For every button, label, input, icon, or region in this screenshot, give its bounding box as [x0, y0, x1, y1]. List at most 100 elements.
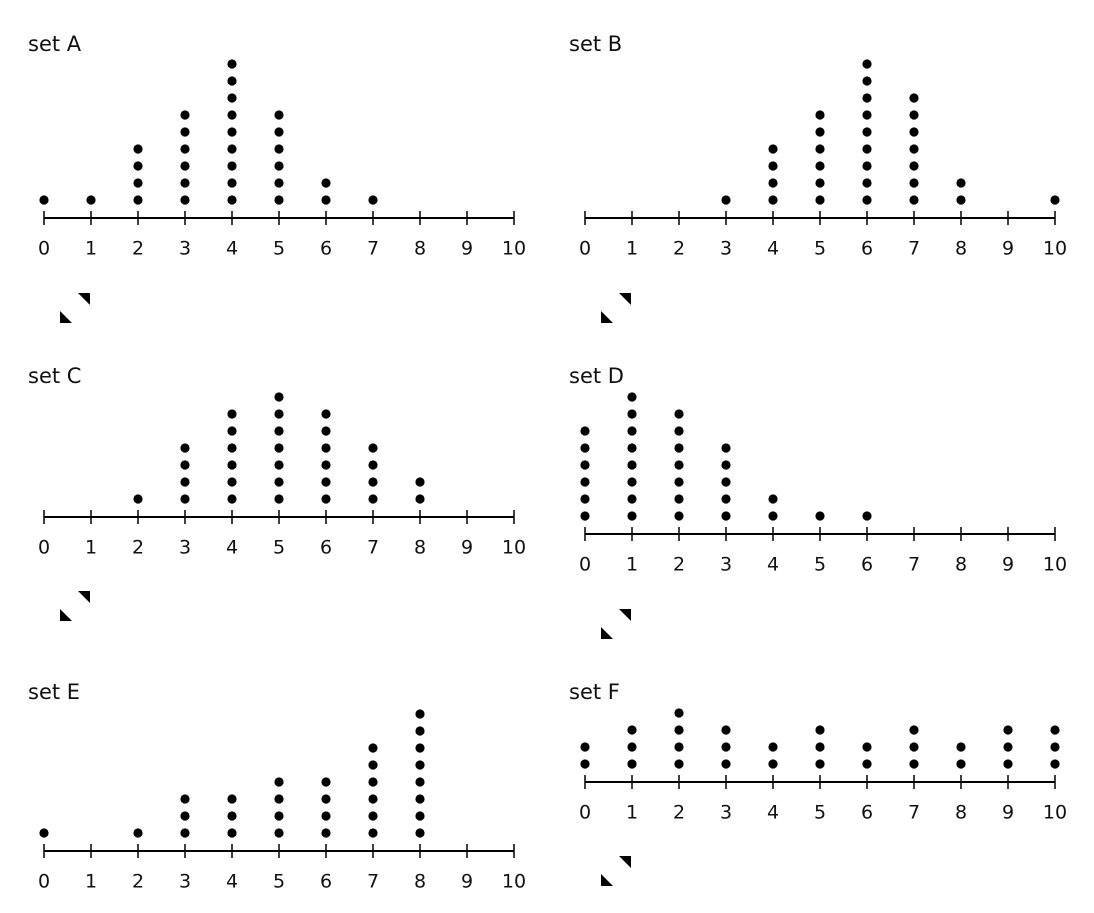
dot — [1050, 725, 1060, 735]
dot — [627, 494, 637, 504]
dot — [768, 195, 778, 205]
dot — [627, 759, 637, 769]
dot — [180, 794, 190, 804]
dot — [180, 494, 190, 504]
x-tick-label: 10 — [502, 238, 526, 260]
dot — [768, 511, 778, 521]
dot-plot: set A 0 1 2 3 4 5 6 7 8 9 10 — [28, 32, 526, 260]
dot — [721, 725, 731, 735]
x-tick-label: 8 — [955, 238, 967, 260]
dot — [1003, 725, 1013, 735]
dot — [39, 195, 49, 205]
dot — [180, 811, 190, 821]
dot — [274, 392, 284, 402]
dot — [909, 161, 919, 171]
x-tick-label: 4 — [767, 238, 779, 260]
dot — [227, 409, 237, 419]
dot — [862, 144, 872, 154]
dot — [368, 794, 378, 804]
dot — [227, 161, 237, 171]
x-tick-label: 0 — [579, 802, 591, 824]
expand-icon[interactable] — [601, 609, 631, 639]
dot — [321, 794, 331, 804]
x-tick-label: 6 — [861, 238, 873, 260]
dot-plot: set F 0 1 2 3 4 5 6 7 8 9 10 — [569, 680, 1067, 824]
x-tick-label: 4 — [226, 871, 238, 893]
dot — [721, 511, 731, 521]
dot — [274, 426, 284, 436]
dot — [274, 127, 284, 137]
expand-icon[interactable] — [601, 856, 631, 886]
dot — [674, 742, 684, 752]
dot — [133, 178, 143, 188]
dot — [815, 511, 825, 521]
dot — [274, 477, 284, 487]
dot — [956, 759, 966, 769]
dot — [180, 161, 190, 171]
dot — [862, 161, 872, 171]
dot — [321, 443, 331, 453]
dot — [227, 494, 237, 504]
dot — [627, 511, 637, 521]
dot — [862, 511, 872, 521]
dot — [674, 409, 684, 419]
dot — [580, 511, 590, 521]
dot — [133, 195, 143, 205]
dot — [815, 759, 825, 769]
x-tick-label: 6 — [861, 554, 873, 576]
dot — [133, 161, 143, 171]
dot — [227, 443, 237, 453]
x-tick-label: 5 — [273, 537, 285, 559]
dot — [180, 110, 190, 120]
dot — [580, 460, 590, 470]
chart-title: set E — [28, 680, 80, 704]
x-tick-label: 3 — [720, 802, 732, 824]
dot — [321, 178, 331, 188]
dot — [862, 110, 872, 120]
dot — [815, 144, 825, 154]
expand-icon[interactable] — [60, 293, 90, 323]
dot — [909, 725, 919, 735]
dot — [674, 443, 684, 453]
dot — [627, 392, 637, 402]
dot — [227, 477, 237, 487]
dot — [227, 144, 237, 154]
x-tick-label: 0 — [38, 871, 50, 893]
dot — [415, 477, 425, 487]
x-tick-label: 5 — [273, 871, 285, 893]
dot — [180, 443, 190, 453]
dot — [674, 759, 684, 769]
dot — [368, 811, 378, 821]
dot — [321, 460, 331, 470]
x-tick-label: 4 — [767, 554, 779, 576]
x-tick-label: 8 — [955, 554, 967, 576]
dot — [627, 460, 637, 470]
expand-icon[interactable] — [601, 293, 631, 323]
x-tick-label: 6 — [320, 871, 332, 893]
dot — [274, 828, 284, 838]
dot — [721, 443, 731, 453]
dot-plot: set B 0 1 2 3 4 5 6 7 8 9 10 — [569, 32, 1067, 260]
dot — [815, 742, 825, 752]
dot — [227, 828, 237, 838]
dot — [227, 110, 237, 120]
dot — [862, 759, 872, 769]
dot — [627, 725, 637, 735]
dot — [862, 93, 872, 103]
x-tick-label: 0 — [38, 537, 50, 559]
dot — [909, 144, 919, 154]
dot — [862, 59, 872, 69]
x-tick-label: 6 — [320, 238, 332, 260]
dot — [1050, 759, 1060, 769]
dot — [815, 195, 825, 205]
dot — [368, 460, 378, 470]
chart-title: set C — [28, 364, 81, 388]
dot — [627, 409, 637, 419]
dot — [956, 742, 966, 752]
dot — [227, 460, 237, 470]
dot — [956, 195, 966, 205]
dot — [368, 477, 378, 487]
expand-icon[interactable] — [60, 591, 90, 621]
dot — [321, 494, 331, 504]
